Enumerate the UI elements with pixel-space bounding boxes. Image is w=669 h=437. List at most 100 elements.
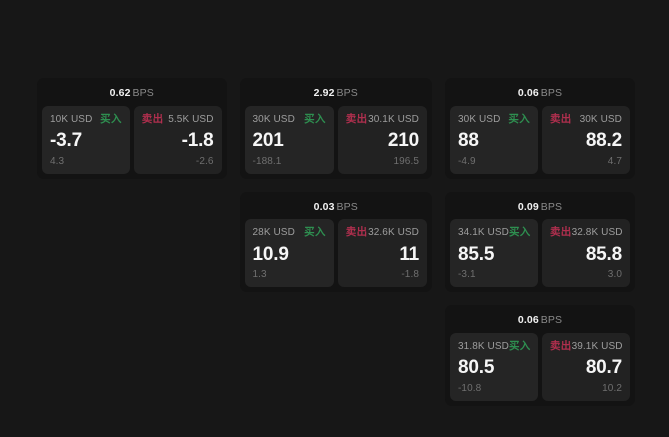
sell-panel-header: 卖出 32.6K USD xyxy=(346,227,419,238)
buy-panel-header: 31.8K USD 买入 xyxy=(458,339,531,352)
buy-panel-header: 10K USD 买入 xyxy=(50,112,122,125)
buy-panel-header: 34.1K USD 买入 xyxy=(458,227,530,238)
sell-notional: 30K USD xyxy=(579,113,622,125)
sell-price: 210 xyxy=(387,130,420,151)
buy-delta: -3.1 xyxy=(458,269,476,280)
quote-card[interactable]: 0.62 BPS 10K USD 买入 -3.7 4.3 卖出 xyxy=(37,78,227,179)
sell-price: 85.8 xyxy=(585,243,622,265)
bps-value: 0.09 xyxy=(517,200,539,213)
buy-panel[interactable]: 28K USD 买入 10.9 1.3 xyxy=(244,219,334,287)
buy-action-label: 买入 xyxy=(304,226,326,238)
sell-notional: 32.6K USD xyxy=(368,227,420,238)
sell-panel[interactable]: 卖出 5.5K USD -1.8 -2.6 xyxy=(133,105,222,174)
buy-notional: 28K USD xyxy=(252,227,295,238)
quote-card[interactable]: 0.03 BPS 28K USD 买入 10.9 1.3 卖出 xyxy=(239,191,432,292)
quote-card[interactable]: 0.06 BPS 31.8K USD 买入 80.5 -10.8 卖出 xyxy=(445,305,635,406)
bps-unit: BPS xyxy=(336,200,358,213)
sell-delta: -2.6 xyxy=(195,155,214,167)
buy-action-label: 买入 xyxy=(508,112,530,125)
sell-price: 11 xyxy=(399,243,420,265)
buy-panel[interactable]: 30K USD 买入 88 -4.9 xyxy=(450,105,538,174)
buy-notional: 30K USD xyxy=(252,113,295,125)
sell-price: 80.7 xyxy=(585,357,622,378)
buy-panel-header: 30K USD 买入 xyxy=(252,113,326,125)
sell-panel[interactable]: 卖出 32.6K USD 11 -1.8 xyxy=(337,219,428,287)
buy-action-label: 买入 xyxy=(508,339,531,352)
card-body: 28K USD 买入 10.9 1.3 卖出 32.6K USD 11 -1.8 xyxy=(244,219,428,287)
sell-action-label: 卖出 xyxy=(345,226,368,238)
buy-panel-header: 30K USD 买入 xyxy=(458,112,530,125)
card-header-bps: 0.62 BPS xyxy=(42,83,222,106)
sell-notional: 39.1K USD xyxy=(571,340,623,352)
card-header-bps: 0.09 BPS xyxy=(450,197,630,220)
sell-notional: 30.1K USD xyxy=(368,113,420,125)
quote-column-2: 2.92 BPS 30K USD 买入 201 -188.1 卖出 xyxy=(239,78,432,292)
bps-unit: BPS xyxy=(540,200,563,213)
sell-panel-header: 卖出 32.8K USD xyxy=(550,227,622,238)
quote-board: 0.62 BPS 10K USD 买入 -3.7 4.3 卖出 xyxy=(37,78,635,406)
quote-card[interactable]: 0.06 BPS 30K USD 买入 88 -4.9 卖出 xyxy=(445,78,635,179)
sell-panel[interactable]: 卖出 32.8K USD 85.8 3.0 xyxy=(542,219,630,287)
buy-panel-header: 28K USD 买入 xyxy=(253,227,326,238)
bps-unit: BPS xyxy=(540,87,563,99)
card-body: 34.1K USD 买入 85.5 -3.1 卖出 32.8K USD 85.8… xyxy=(450,219,630,287)
sell-notional: 5.5K USD xyxy=(168,113,214,125)
buy-panel[interactable]: 10K USD 买入 -3.7 4.3 xyxy=(42,105,130,174)
sell-price: 88.2 xyxy=(585,130,622,151)
buy-notional: 10K USD xyxy=(50,113,93,125)
buy-delta: -10.8 xyxy=(458,382,482,394)
buy-panel[interactable]: 31.8K USD 买入 80.5 -10.8 xyxy=(450,332,538,401)
buy-price: 201 xyxy=(252,130,284,151)
buy-price: 88 xyxy=(458,130,479,151)
card-header-bps: 0.06 BPS xyxy=(450,83,630,106)
bps-value: 0.03 xyxy=(313,200,335,213)
bps-value: 0.06 xyxy=(517,87,539,99)
sell-action-label: 卖出 xyxy=(141,112,164,125)
buy-delta: -4.9 xyxy=(458,155,476,167)
sell-notional: 32.8K USD xyxy=(571,227,623,238)
sell-panel[interactable]: 卖出 39.1K USD 80.7 10.2 xyxy=(542,332,630,401)
sell-panel-header: 卖出 39.1K USD xyxy=(550,339,623,352)
buy-notional: 31.8K USD xyxy=(458,340,509,352)
buy-notional: 30K USD xyxy=(458,113,501,125)
quote-card[interactable]: 0.09 BPS 34.1K USD 买入 85.5 -3.1 卖出 xyxy=(445,191,635,292)
sell-panel-header: 卖出 5.5K USD xyxy=(141,112,214,125)
quote-card[interactable]: 2.92 BPS 30K USD 买入 201 -188.1 卖出 xyxy=(239,78,432,179)
buy-panel[interactable]: 30K USD 买入 201 -188.1 xyxy=(244,105,334,174)
sell-panel-header: 卖出 30K USD xyxy=(550,112,622,125)
buy-delta: -188.1 xyxy=(252,155,282,167)
buy-price: 85.5 xyxy=(458,243,495,265)
buy-panel[interactable]: 34.1K USD 买入 85.5 -3.1 xyxy=(450,219,538,287)
bps-unit: BPS xyxy=(540,314,563,326)
sell-action-label: 卖出 xyxy=(550,112,572,125)
buy-price: 80.5 xyxy=(458,357,495,378)
card-body: 30K USD 买入 88 -4.9 卖出 30K USD 88.2 4.7 xyxy=(450,105,630,174)
sell-delta: 196.5 xyxy=(393,155,420,167)
sell-delta: 10.2 xyxy=(602,382,622,394)
bps-unit: BPS xyxy=(336,87,358,99)
card-body: 10K USD 买入 -3.7 4.3 卖出 5.5K USD -1.8 -2.… xyxy=(42,105,222,174)
bps-value: 0.62 xyxy=(109,87,131,99)
sell-delta: -1.8 xyxy=(401,269,420,280)
sell-panel[interactable]: 卖出 30.1K USD 210 196.5 xyxy=(337,105,428,174)
buy-action-label: 买入 xyxy=(100,112,122,125)
bps-value: 2.92 xyxy=(313,87,335,99)
sell-panel[interactable]: 卖出 30K USD 88.2 4.7 xyxy=(542,105,630,174)
card-body: 31.8K USD 买入 80.5 -10.8 卖出 39.1K USD 80.… xyxy=(450,332,630,401)
sell-action-label: 卖出 xyxy=(550,339,572,352)
sell-price: -1.8 xyxy=(181,130,214,151)
buy-action-label: 买入 xyxy=(508,226,531,238)
buy-delta: 4.3 xyxy=(50,155,65,167)
card-header-bps: 2.92 BPS xyxy=(245,83,427,106)
sell-delta: 3.0 xyxy=(607,269,622,280)
buy-price: 10.9 xyxy=(252,243,289,265)
quote-column-1: 0.62 BPS 10K USD 买入 -3.7 4.3 卖出 xyxy=(37,78,227,179)
sell-action-label: 卖出 xyxy=(550,226,572,238)
quote-column-3: 0.06 BPS 30K USD 买入 88 -4.9 卖出 xyxy=(445,78,635,406)
buy-price: -3.7 xyxy=(50,130,82,151)
card-header-bps: 0.03 BPS xyxy=(245,197,427,220)
card-header-bps: 0.06 BPS xyxy=(450,310,630,333)
bps-value: 0.06 xyxy=(517,314,539,326)
sell-delta: 4.7 xyxy=(607,155,622,167)
